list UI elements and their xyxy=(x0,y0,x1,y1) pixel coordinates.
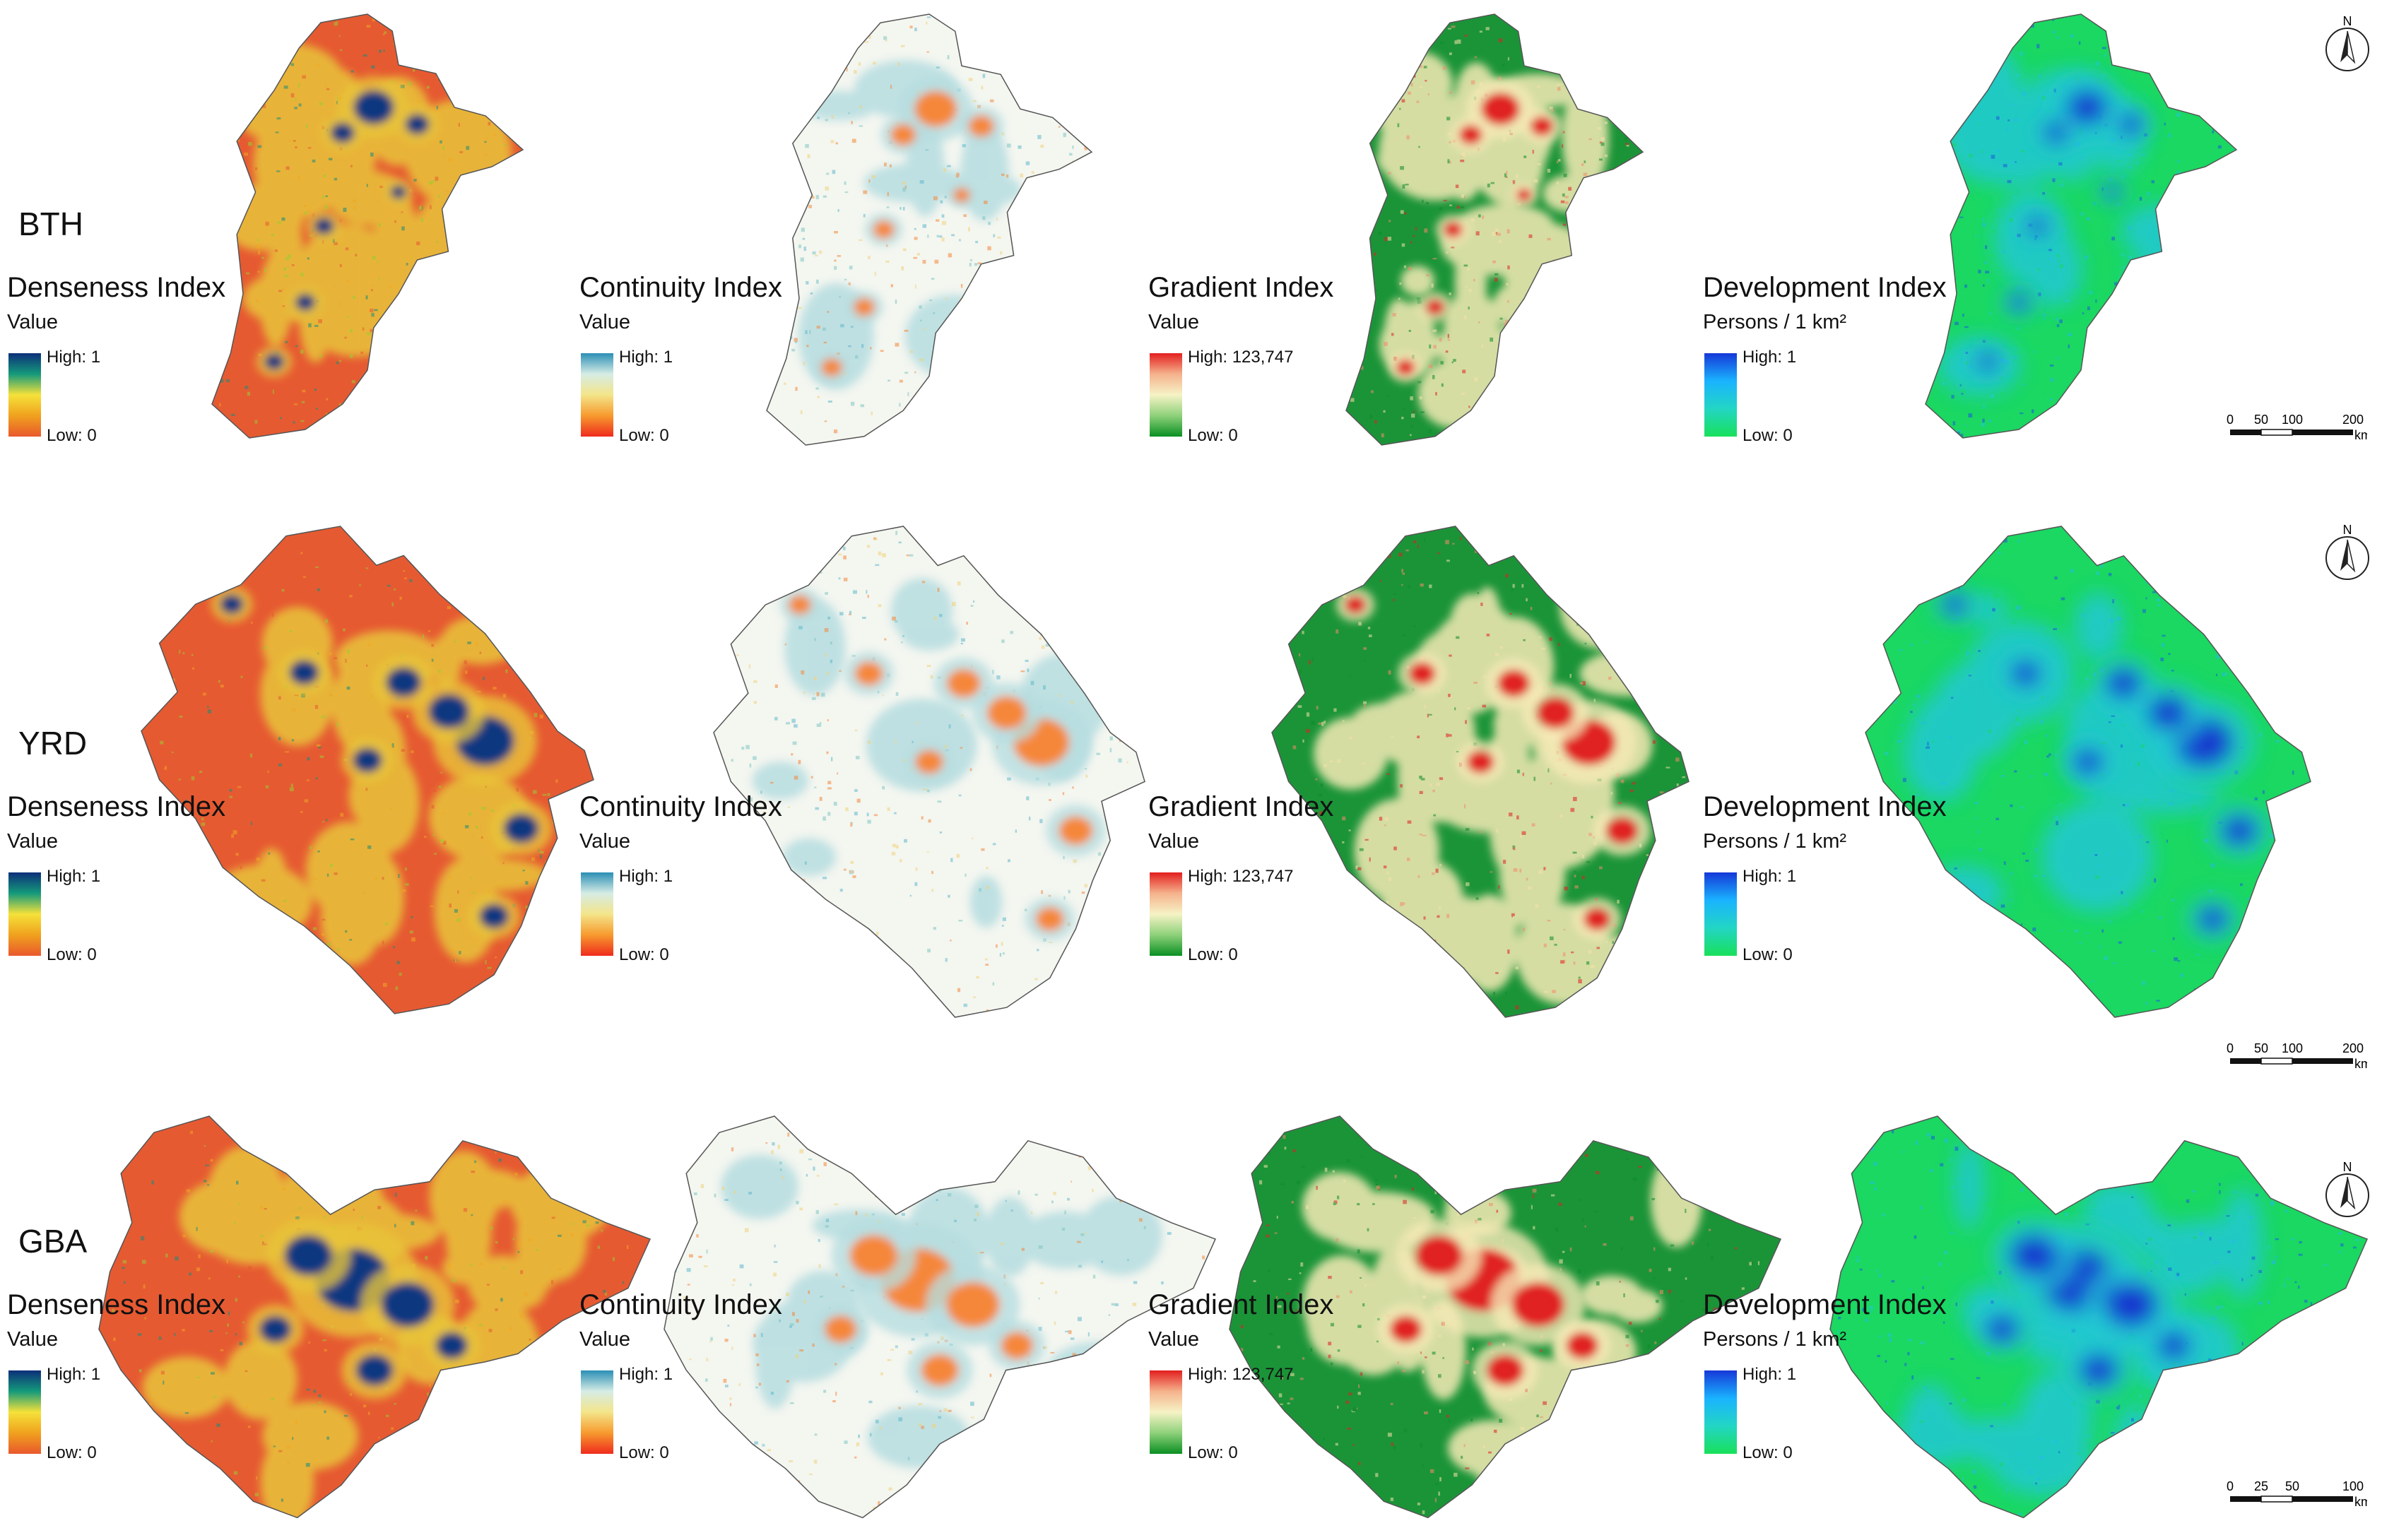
legend-high-label: High: 1 xyxy=(1743,1365,1797,1384)
scale-bar: 0 50 100 200 km xyxy=(2226,1038,2371,1071)
north-arrow-icon: N xyxy=(2325,1159,2370,1224)
scale-bar: 0 50 100 200 km xyxy=(2226,410,2371,442)
legend-unit: Value xyxy=(7,1328,59,1351)
legend-high-label: High: 1 xyxy=(47,1365,101,1384)
panel-title: Continuity Index xyxy=(579,1289,782,1320)
north-arrow-icon: N xyxy=(2325,521,2370,586)
legend-low-label: Low: 0 xyxy=(1743,1443,1793,1462)
legend-high-label: High: 1 xyxy=(619,867,673,886)
panel-title: Development Index xyxy=(1703,791,1947,822)
scale-tick-label: 50 xyxy=(2254,413,2268,427)
legend-unit: Value xyxy=(579,830,631,853)
map-gba-continuity-index xyxy=(664,1115,1217,1519)
map-bth-gradient-index xyxy=(1345,13,1644,446)
legend-low-label: Low: 0 xyxy=(619,1443,669,1462)
panel-title: Development Index xyxy=(1703,1289,1947,1320)
legend-unit: Persons / 1 km² xyxy=(1703,311,1847,333)
legend-unit: Value xyxy=(1148,830,1200,853)
panel-title: Denseness Index xyxy=(7,272,226,303)
legend-color-ramp xyxy=(1704,872,1737,956)
panel-title: Development Index xyxy=(1703,272,1947,303)
legend-unit: Value xyxy=(7,830,59,853)
region-label: YRD xyxy=(18,725,88,762)
scale-unit: km xyxy=(2354,428,2367,441)
legend-color-ramp xyxy=(8,353,41,437)
map-yrd-gradient-index xyxy=(1271,526,1690,1018)
panel-title: Gradient Index xyxy=(1148,1289,1334,1320)
legend-high-label: High: 1 xyxy=(47,867,101,886)
north-arrow-icon: N xyxy=(2325,13,2370,78)
scale-tick-label: 100 xyxy=(2282,413,2303,427)
panel-title: Gradient Index xyxy=(1148,791,1334,822)
map-bth-denseness-index xyxy=(211,13,524,439)
scale-tick-label: 100 xyxy=(2342,1479,2364,1493)
panel-title: Continuity Index xyxy=(579,272,782,303)
scale-tick-label: 100 xyxy=(2282,1041,2303,1055)
legend-low-label: Low: 0 xyxy=(619,945,669,964)
scale-tick-label: 0 xyxy=(2227,413,2234,427)
legend-color-ramp xyxy=(1150,872,1182,956)
legend-unit: Value xyxy=(1148,1328,1200,1351)
map-gba-development-index xyxy=(1829,1115,2369,1519)
legend-color-ramp xyxy=(581,1370,613,1454)
panel-title: Denseness Index xyxy=(7,791,226,822)
legend-color-ramp xyxy=(581,872,613,956)
legend-color-ramp xyxy=(1150,1370,1182,1454)
legend-color-ramp xyxy=(1704,1370,1737,1454)
scale-tick-label: 0 xyxy=(2227,1479,2234,1493)
legend-color-ramp xyxy=(8,872,41,956)
legend-color-ramp xyxy=(1704,353,1737,437)
legend-unit: Value xyxy=(1148,311,1200,333)
legend-low-label: Low: 0 xyxy=(47,945,97,964)
legend-high-label: High: 1 xyxy=(1743,867,1797,886)
scale-tick-label: 25 xyxy=(2254,1479,2268,1493)
panel-title: Continuity Index xyxy=(579,791,782,822)
legend-unit: Value xyxy=(579,1328,631,1351)
legend-unit: Persons / 1 km² xyxy=(1703,1328,1847,1351)
legend-color-ramp xyxy=(8,1370,41,1454)
legend-high-label: High: 1 xyxy=(619,1365,673,1384)
north-label: N xyxy=(2343,1160,2352,1174)
scale-tick-label: 200 xyxy=(2342,1041,2364,1055)
legend-high-label: High: 123,747 xyxy=(1188,867,1294,886)
legend-low-label: Low: 0 xyxy=(1743,945,1793,964)
map-yrd-continuity-index xyxy=(713,526,1145,1018)
panel-title: Denseness Index xyxy=(7,1289,226,1320)
region-label: BTH xyxy=(18,206,83,242)
scale-tick-label: 50 xyxy=(2285,1479,2299,1493)
legend-low-label: Low: 0 xyxy=(1188,1443,1238,1462)
legend-high-label: High: 1 xyxy=(47,348,101,367)
legend-low-label: Low: 0 xyxy=(47,426,97,445)
scale-bar: 0 25 50 100 km xyxy=(2226,1476,2371,1509)
legend-low-label: Low: 0 xyxy=(1188,426,1238,445)
legend-high-label: High: 1 xyxy=(1743,348,1797,367)
legend-high-label: High: 1 xyxy=(619,348,673,367)
scale-tick-label: 50 xyxy=(2254,1041,2268,1055)
legend-color-ramp xyxy=(581,353,613,437)
legend-low-label: Low: 0 xyxy=(1743,426,1793,445)
legend-low-label: Low: 0 xyxy=(619,426,669,445)
panel-title: Gradient Index xyxy=(1148,272,1334,303)
map-yrd-denseness-index xyxy=(141,526,594,1014)
map-gba-gradient-index xyxy=(1229,1115,1782,1519)
legend-high-label: High: 123,747 xyxy=(1188,1365,1294,1384)
legend-unit: Value xyxy=(7,311,59,333)
legend-low-label: Low: 0 xyxy=(47,1443,97,1462)
scale-tick-label: 200 xyxy=(2342,413,2364,427)
region-label: GBA xyxy=(18,1223,88,1260)
map-bth-continuity-index xyxy=(766,13,1093,446)
legend-color-ramp xyxy=(1150,353,1182,437)
scale-unit: km xyxy=(2354,1057,2367,1070)
north-label: N xyxy=(2343,523,2352,537)
legend-unit: Value xyxy=(579,311,631,333)
map-yrd-development-index xyxy=(1865,526,2311,1018)
north-label: N xyxy=(2343,14,2352,28)
map-gba-denseness-index xyxy=(98,1115,651,1519)
scale-tick-label: 0 xyxy=(2227,1041,2234,1055)
legend-low-label: Low: 0 xyxy=(1188,945,1238,964)
legend-unit: Persons / 1 km² xyxy=(1703,830,1847,853)
scale-unit: km xyxy=(2354,1495,2367,1508)
legend-high-label: High: 123,747 xyxy=(1188,348,1294,367)
map-bth-development-index xyxy=(1925,13,2238,439)
